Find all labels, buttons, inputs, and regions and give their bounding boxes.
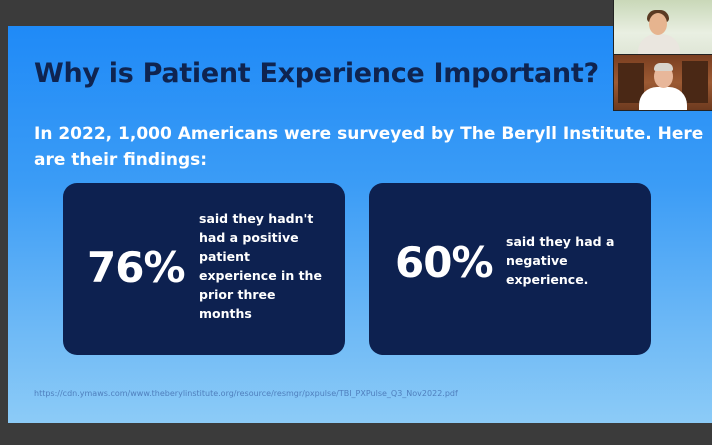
source-link[interactable]: https://cdn.ymaws.com/www.theberylinstit… (34, 389, 458, 398)
stat-description: said they hadn't had a positive patient … (199, 211, 322, 321)
stat-description: said they had a negative experience. (506, 234, 615, 287)
participant-video-tile-2[interactable] (614, 55, 712, 110)
stat-value: 76% (87, 243, 186, 292)
background-bookshelf (682, 61, 708, 103)
participant-silhouette (638, 34, 680, 55)
participant-head (649, 13, 667, 35)
presentation-slide: Why is Patient Experience Important? In … (8, 26, 712, 423)
participant-video-tile-1[interactable] (614, 0, 712, 55)
stat-card-2: 60% said they had a negative experience. (369, 183, 651, 355)
slide-subtitle: In 2022, 1,000 Americans were surveyed b… (34, 124, 704, 170)
participant-silhouette (639, 87, 687, 110)
stat-value: 60% (395, 238, 494, 287)
participant-hair (654, 63, 673, 71)
stat-card-1: 76% said they hadn't had a positive pati… (63, 183, 345, 355)
slide-title: Why is Patient Experience Important? (34, 58, 599, 89)
background-bookshelf (618, 63, 644, 103)
